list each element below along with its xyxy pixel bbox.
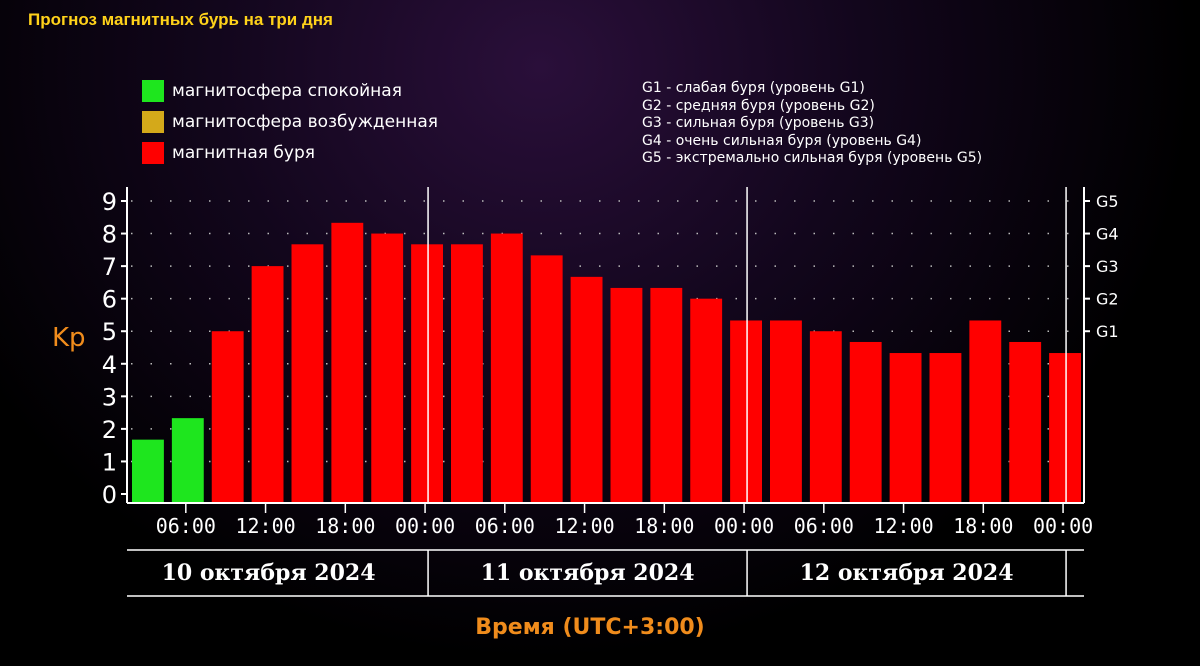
g-tick-label: G1 (1096, 322, 1119, 341)
bar (730, 320, 762, 502)
y-tick-label: 4 (102, 351, 117, 379)
bar (690, 298, 723, 502)
g-legend-g4: G4 - очень сильная буря (уровень G4) (642, 132, 922, 149)
x-tick-label: 00:00 (395, 514, 455, 538)
g-scale-legend: G1 - слабая буря (уровень G1) G2 - средн… (642, 80, 982, 168)
y-tick-label: 0 (102, 481, 117, 509)
bar (570, 276, 603, 502)
g-tick-label: G3 (1096, 257, 1119, 276)
bar (1049, 353, 1081, 502)
bar (530, 255, 563, 502)
legend-item-calm: магнитосфера спокойная (142, 80, 402, 102)
y-tick-label: 2 (102, 416, 117, 444)
bar (929, 353, 962, 502)
x-tick-label: 12:00 (554, 514, 614, 538)
y-tick-label: 6 (102, 286, 117, 314)
bar (490, 233, 523, 503)
legend-item-storm: магнитная буря (142, 142, 315, 164)
bar (1009, 341, 1042, 502)
x-tick-label: 06:00 (156, 514, 216, 538)
g-legend-g1: G1 - слабая буря (уровень G1) (642, 80, 865, 96)
day-label: 10 октября 2024 (162, 560, 376, 586)
bar (132, 439, 164, 502)
x-tick-label: 06:00 (794, 514, 854, 538)
x-tick-label: 00:00 (1033, 514, 1093, 538)
y-tick-label: 9 (102, 188, 117, 216)
bar (371, 233, 404, 503)
bar (211, 331, 244, 502)
y-tick-label: 1 (102, 448, 117, 476)
legend-swatch-storm (142, 142, 164, 164)
bar (171, 418, 204, 502)
bar (650, 287, 683, 502)
bar (969, 320, 1002, 502)
legend-swatch-calm (142, 80, 164, 102)
x-tick-label: 00:00 (714, 514, 774, 538)
page-title: Прогноз магнитных бурь на три дня (28, 10, 333, 29)
bar (610, 287, 643, 502)
bar (251, 266, 284, 502)
x-tick-label: 12:00 (873, 514, 933, 538)
bar (451, 244, 483, 502)
y-tick-label: 8 (102, 221, 117, 249)
g-legend-g2: G2 - средняя буря (уровень G2) (642, 97, 875, 114)
x-axis-label: Время (UTC+3:00) (475, 615, 705, 640)
g-legend-g3: G3 - сильная буря (уровень G3) (642, 115, 875, 131)
g-tick-label: G4 (1096, 225, 1119, 244)
y-axis-label: Kp (52, 323, 86, 353)
bar (331, 222, 364, 502)
legend-item-excited: магнитосфера возбужденная (142, 111, 438, 133)
legend-label-excited: магнитосфера возбужденная (172, 112, 438, 132)
g-legend-g5: G5 - экстремально сильная буря (уровень … (642, 150, 983, 166)
y-tick-label: 7 (102, 253, 117, 281)
bar (889, 353, 922, 502)
y-tick-label: 5 (102, 318, 117, 346)
y-tick-label: 3 (102, 383, 117, 411)
bar (770, 320, 802, 502)
g-tick-label: G5 (1096, 192, 1119, 211)
legend-label-storm: магнитная буря (172, 143, 315, 163)
x-tick-label: 18:00 (953, 514, 1013, 538)
bar (849, 341, 882, 502)
x-tick-label: 12:00 (235, 514, 295, 538)
legend-swatch-excited (142, 111, 164, 133)
day-label: 11 октября 2024 (481, 560, 695, 586)
legend-label-calm: магнитосфера спокойная (172, 81, 402, 101)
bar (291, 244, 324, 502)
bar (411, 244, 443, 502)
x-tick-label: 18:00 (634, 514, 694, 538)
x-tick-label: 06:00 (475, 514, 535, 538)
day-label: 12 октября 2024 (800, 560, 1014, 586)
x-tick-label: 18:00 (315, 514, 375, 538)
bar (809, 331, 842, 502)
g-tick-label: G2 (1096, 290, 1119, 309)
